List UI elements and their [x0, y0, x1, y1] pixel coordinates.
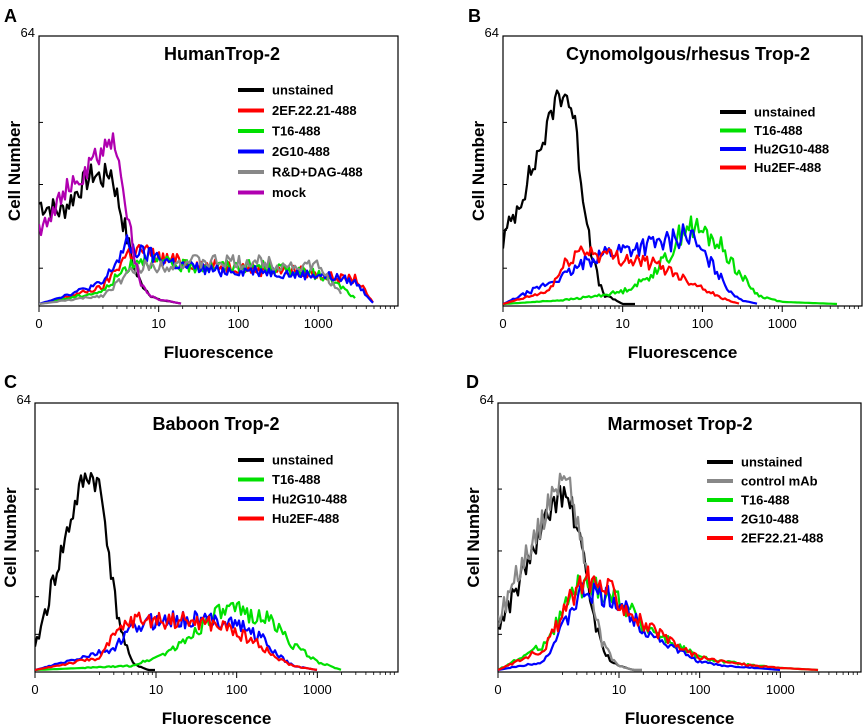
x-tick-label: 0 — [494, 682, 501, 697]
legend-label: 2G10-488 — [272, 144, 330, 159]
series-line-hu2g10-488 — [503, 223, 758, 306]
plot-frame — [34, 402, 399, 673]
series-line-mock — [39, 132, 182, 305]
legend-label: R&D+DAG-488 — [272, 165, 363, 180]
y-max-tick-label: 64 — [17, 392, 31, 407]
y-axis-label: Cell Number — [5, 121, 24, 222]
legend-label: unstained — [272, 453, 333, 468]
x-tick-label: 100 — [228, 316, 250, 331]
chart-title: Cynomolgous/rhesus Trop-2 — [566, 44, 810, 64]
x-tick-label: 10 — [151, 316, 165, 331]
plot-frame — [38, 35, 399, 307]
legend-label: T16-488 — [272, 472, 320, 487]
legend-label: Hu2G10-488 — [272, 492, 347, 507]
series-group — [503, 89, 838, 306]
series-line-hu2ef-488 — [35, 611, 318, 672]
legend-label: unstained — [741, 455, 802, 470]
y-max-tick-label: 64 — [480, 392, 494, 407]
panel-d: D64 0 10 100 1000 Fluorescence Cell Number Marm… — [464, 372, 862, 727]
x-tick-label: 100 — [692, 316, 714, 331]
legend-label: mock — [272, 185, 307, 200]
series-line-2ef22-21-488 — [498, 565, 819, 672]
panel-letter: D — [466, 372, 479, 392]
chart-title: HumanTrop-2 — [164, 44, 280, 64]
x-tick-label: 1000 — [768, 316, 797, 331]
legend-label: 2G10-488 — [741, 512, 799, 527]
series-line-t16-488 — [35, 600, 342, 672]
x-tick-label: 100 — [689, 682, 711, 697]
chart-title: Marmoset Trop-2 — [607, 414, 752, 434]
x-axis-label: Fluorescence — [625, 709, 735, 727]
series-line-unstained — [39, 162, 182, 305]
series-line-hu2g10-488 — [35, 610, 318, 672]
series-line-unstained — [35, 472, 155, 672]
panel-letter: B — [468, 6, 481, 26]
panel-a: A 64 0 10 100 1000 Fluorescence Cell Number Huma… — [4, 6, 399, 362]
series-line-t16-488 — [503, 215, 838, 306]
legend-label: control mAb — [741, 474, 818, 489]
y-max-tick-label: 64 — [21, 25, 35, 40]
legend-label: Hu2EF-488 — [754, 160, 821, 175]
legend-label: unstained — [272, 83, 333, 98]
y-axis-label: Cell Number — [469, 121, 488, 222]
series-line-r-d-dag-488 — [39, 254, 342, 306]
series-line-control-mab — [498, 472, 642, 672]
x-tick-label: 1000 — [304, 316, 333, 331]
x-tick-label: 0 — [31, 682, 38, 697]
legend-label: 2EF.22.21-488 — [272, 103, 357, 118]
x-axis-label: Fluorescence — [162, 709, 272, 727]
panel-c: C64 0 10 100 1000 Fluorescence Cell Number Babo… — [1, 372, 399, 727]
x-tick-label: 10 — [612, 682, 626, 697]
panel-b: B 64 0 10 100 1000 Fluorescence Cell Number Cyno… — [468, 6, 863, 362]
x-axis-label: Fluorescence — [628, 343, 738, 362]
legend-label: Hu2G10-488 — [754, 142, 829, 157]
chart-title: Baboon Trop-2 — [153, 414, 280, 434]
legend-label: T16-488 — [741, 493, 789, 508]
legend-label: T16-488 — [272, 124, 320, 139]
x-tick-label: 1000 — [303, 682, 332, 697]
x-tick-label: 10 — [615, 316, 629, 331]
series-group — [35, 472, 342, 672]
y-axis-label: Cell Number — [1, 487, 20, 588]
x-tick-label: 1000 — [766, 682, 795, 697]
series-group — [39, 132, 374, 306]
panel-letter: A — [4, 6, 17, 26]
series-line-unstained — [503, 89, 635, 306]
legend-label: 2EF22.21-488 — [741, 531, 823, 546]
legend-label: unstained — [754, 105, 815, 120]
x-tick-label: 100 — [226, 682, 248, 697]
plot-frame — [497, 402, 862, 673]
series-line-hu2ef-488 — [503, 245, 740, 306]
y-axis-label: Cell Number — [464, 487, 483, 588]
series-group — [498, 472, 819, 672]
legend-label: T16-488 — [754, 123, 802, 138]
series-line-2g10-488 — [498, 582, 781, 672]
x-tick-label: 10 — [149, 682, 163, 697]
series-line-2g10-488 — [39, 234, 374, 306]
y-max-tick-label: 64 — [485, 25, 499, 40]
panel-letter: C — [4, 372, 17, 392]
legend-label: Hu2EF-488 — [272, 511, 339, 526]
plot-frame — [502, 35, 863, 307]
x-tick-label: 0 — [499, 316, 506, 331]
x-tick-label: 0 — [35, 316, 42, 331]
x-axis-label: Fluorescence — [164, 343, 274, 362]
